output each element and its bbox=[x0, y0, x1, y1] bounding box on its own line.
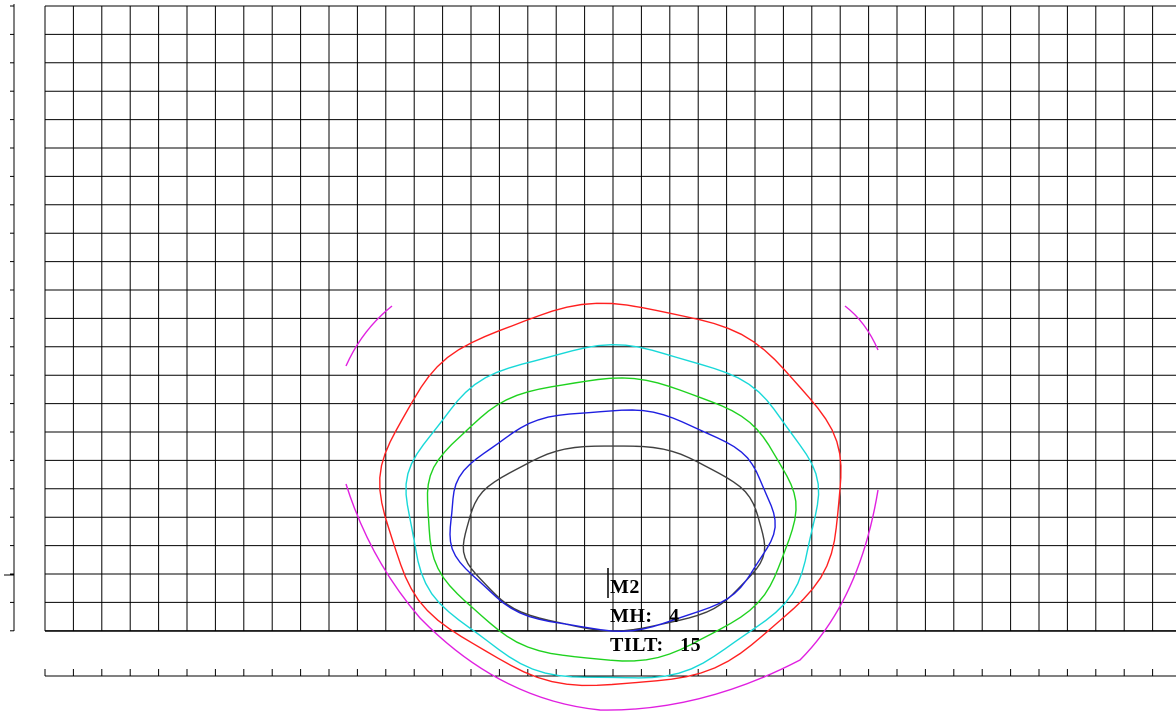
contour-0-02-line bbox=[345, 305, 393, 367]
grid bbox=[44, 5, 1176, 632]
tilt-value: TILT: 15 bbox=[610, 634, 702, 656]
contour-0-05-line bbox=[379, 302, 842, 687]
contour-0-02-line bbox=[844, 305, 879, 351]
luminaire-name: M2 bbox=[610, 576, 640, 598]
contour-0-02-line bbox=[345, 483, 879, 711]
luminaire-annotation: M2 MH: 4 TILT: 15 bbox=[610, 573, 701, 660]
contour-0-5-line bbox=[449, 409, 776, 633]
contours bbox=[345, 302, 879, 711]
contour-1-line bbox=[462, 445, 766, 632]
axes bbox=[4, 4, 1176, 677]
contour-0-1-line bbox=[405, 343, 820, 679]
mounting-height: MH: 4 bbox=[610, 605, 680, 627]
contour-0-2-line bbox=[426, 377, 797, 662]
